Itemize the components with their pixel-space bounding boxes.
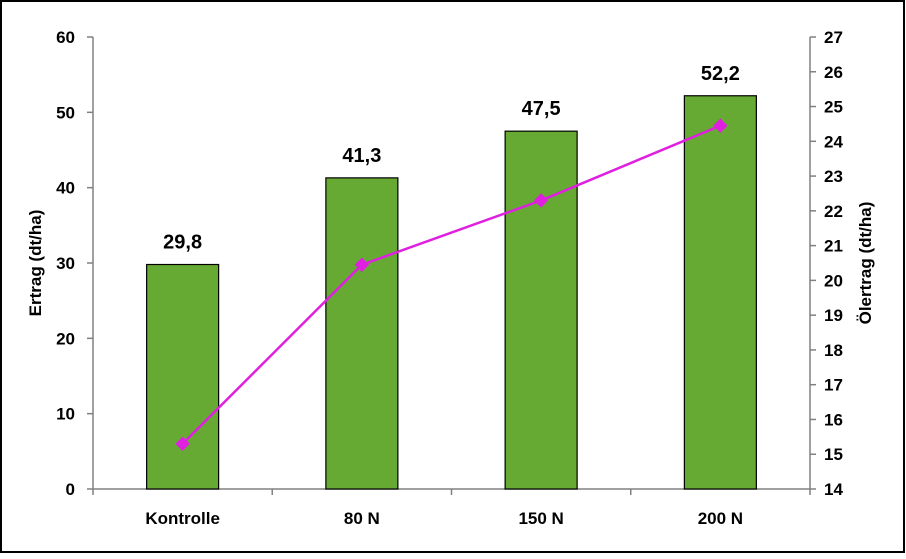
x-tick-label: Kontrolle <box>145 509 220 528</box>
y-tick-label: 30 <box>56 254 75 273</box>
y2-tick-label: 14 <box>824 480 843 499</box>
bar-value-label: 47,5 <box>522 98 561 120</box>
y2-tick-label: 17 <box>824 376 843 395</box>
y2-tick-label: 27 <box>824 28 843 47</box>
y-tick-label: 50 <box>56 103 75 122</box>
y2-tick-label: 16 <box>824 410 843 429</box>
y2-tick-label: 22 <box>824 202 843 221</box>
bar <box>146 263 220 490</box>
y-tick-label: 60 <box>56 28 75 47</box>
bars-group <box>146 95 757 490</box>
y-tick-label: 0 <box>66 480 75 499</box>
x-tick-label: 80 N <box>344 509 380 528</box>
y2-tick-label: 25 <box>824 98 843 117</box>
bar-value-label: 29,8 <box>163 232 202 254</box>
line-point-marker <box>175 436 190 452</box>
bar-value-label: 52,2 <box>701 63 740 85</box>
axes-group: 0 10 20 30 40 50 60 14 15 16 17 18 19 20 21 22 23 24 25 26 2… <box>56 28 843 528</box>
line-point-marker <box>713 118 728 133</box>
y2-tick-label: 20 <box>824 271 843 290</box>
line-series-group <box>175 118 728 452</box>
bar-value-label: 41,3 <box>342 145 381 167</box>
y2-tick-label: 19 <box>824 306 843 325</box>
line-point-marker <box>354 257 370 272</box>
bar <box>504 130 578 490</box>
y-tick-label: 10 <box>56 405 75 424</box>
y-axis-label: Ertrag (dt/ha) <box>26 210 45 317</box>
bar <box>683 95 757 490</box>
labels-group: 29,8 41,3 47,5 52,2 <box>163 63 740 254</box>
line-point-marker <box>533 193 549 208</box>
y2-tick-label: 24 <box>824 132 843 151</box>
y2-tick-label: 26 <box>824 63 843 82</box>
y-tick-label: 40 <box>56 179 75 198</box>
y2-tick-label: 18 <box>824 341 843 360</box>
y-tick-label: 20 <box>56 329 75 348</box>
x-tick-label: 150 N <box>518 509 563 528</box>
y2-tick-label: 21 <box>824 237 843 256</box>
y2-axis-label: Ölertrag (dt/ha) <box>856 202 875 325</box>
oelertrag-line <box>181 124 721 445</box>
bar <box>325 177 399 490</box>
y2-tick-label: 23 <box>824 167 843 186</box>
y2-tick-label: 15 <box>824 445 843 464</box>
x-tick-label: 200 N <box>698 509 743 528</box>
